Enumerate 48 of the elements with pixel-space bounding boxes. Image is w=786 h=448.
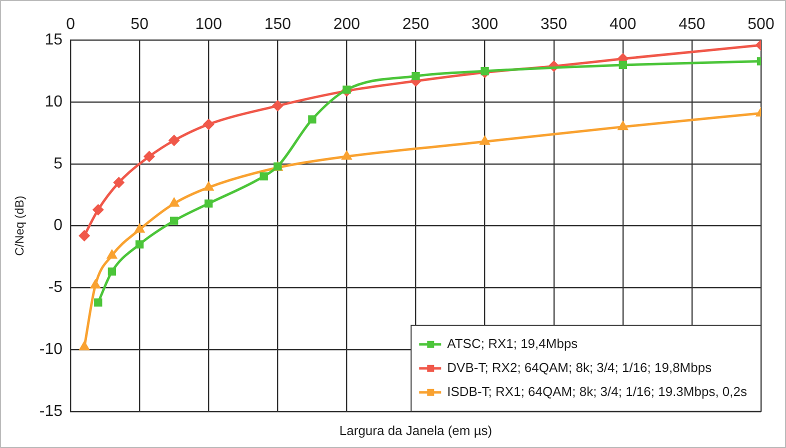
point [79, 230, 90, 241]
point [94, 298, 102, 307]
point [169, 198, 179, 207]
point [134, 224, 144, 233]
point [618, 122, 628, 130]
point [618, 60, 627, 70]
x-tick-label: 250 [402, 16, 430, 34]
x-tick-label: 350 [540, 16, 568, 34]
x-tick-label: 100 [195, 16, 222, 34]
y-tick-label: 0 [54, 217, 63, 234]
x-tick-label: 300 [471, 16, 498, 34]
point [168, 135, 180, 146]
x-tick-label: 200 [333, 16, 360, 34]
point [260, 172, 268, 180]
y-tick-label: 5 [54, 155, 63, 172]
point [144, 151, 154, 162]
x-tick-label: 150 [264, 16, 292, 34]
point [114, 177, 124, 188]
y-tick-label: -15 [39, 402, 63, 420]
legend-label: ATSC; RX1; 19,4Mbps [447, 336, 578, 351]
x-tick-label: 400 [610, 16, 636, 34]
y-tick-label: -5 [48, 279, 63, 296]
x-tick-label: 450 [678, 16, 706, 34]
point [203, 119, 214, 130]
point [308, 115, 316, 124]
point [107, 250, 117, 259]
y-tick-label: 15 [44, 32, 63, 49]
x-axis-title: Largura da Janela (em µs) [339, 422, 492, 438]
point [80, 342, 90, 350]
y-tick-label: 10 [44, 93, 63, 110]
point [480, 136, 490, 145]
legend-label: ISDB-T; RX1; 64QAM; 8k; 3/4; 1/16; 19.3Mbps, 0,2s [447, 384, 748, 399]
point [170, 216, 178, 225]
x-tick-label: 0 [66, 16, 76, 34]
x-tick-label: 50 [130, 16, 149, 34]
point [204, 182, 214, 191]
point [135, 240, 144, 248]
point [108, 268, 116, 276]
y-tick-label: -10 [39, 340, 63, 358]
point [272, 100, 283, 112]
point [342, 151, 352, 160]
x-tick-label: 500 [748, 16, 774, 34]
point [204, 199, 213, 208]
y-axis-title: C/Neq (dB) [12, 196, 27, 256]
legend-label: DVB-T; RX2; 64QAM; 8k; 3/4; 1/16; 19,8Mbps [447, 360, 712, 375]
point [92, 204, 104, 215]
point [90, 280, 100, 288]
point [412, 72, 420, 80]
